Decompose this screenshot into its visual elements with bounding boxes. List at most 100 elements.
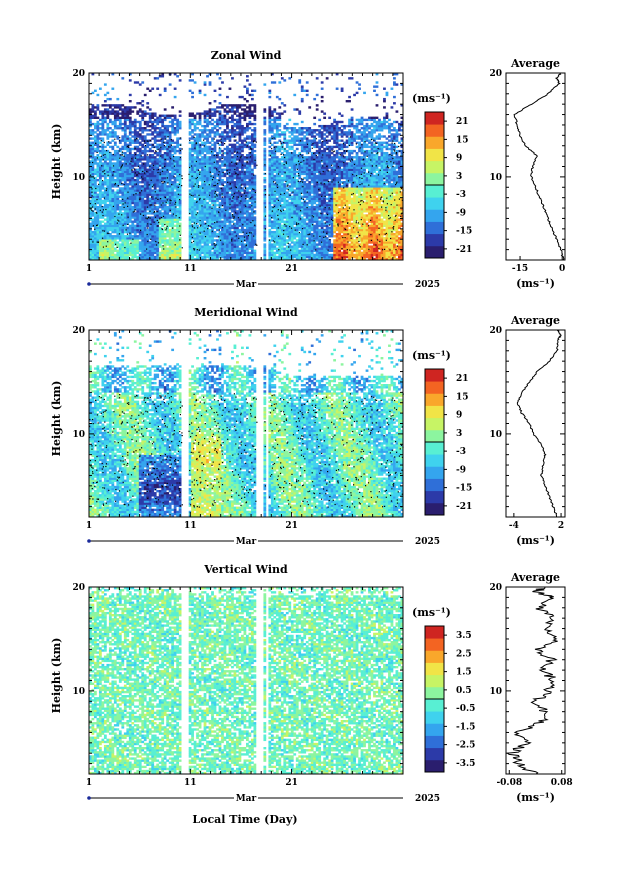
heatmap-cell	[128, 205, 132, 209]
heatmap-cell	[111, 133, 115, 136]
heatmap-cell	[93, 137, 97, 140]
heatmap-cell	[156, 122, 160, 126]
heatmap-cell	[218, 201, 222, 205]
heatmap-cell	[206, 220, 209, 223]
heatmap-cell	[280, 168, 284, 171]
heatmap-cell	[208, 235, 212, 238]
heatmap-cell	[228, 239, 232, 242]
heatmap-cell	[223, 201, 227, 205]
heatmap-cell	[158, 226, 162, 230]
heatmap-cell	[248, 122, 252, 126]
heatmap-cell	[143, 249, 147, 252]
heatmap-cell	[89, 166, 92, 169]
heatmap-cell	[263, 214, 267, 217]
heatmap-cell	[101, 255, 105, 259]
heatmap-cell	[163, 216, 167, 219]
heatmap-cell	[270, 154, 274, 157]
heatmap-cell	[108, 255, 112, 259]
heatmap-cell	[236, 151, 239, 155]
heatmap-cell	[278, 255, 282, 259]
heatmap-cell	[178, 147, 182, 151]
heatmap-cell	[193, 178, 197, 182]
heatmap-cell	[123, 241, 127, 244]
heatmap-cell	[273, 247, 277, 250]
heatmap-cell	[113, 195, 117, 198]
heatmap-cell	[106, 218, 110, 221]
heatmap-cell	[275, 191, 279, 194]
heatmap-cell	[218, 143, 222, 147]
heatmap-cell	[171, 149, 175, 153]
heatmap-cell	[268, 154, 272, 157]
heatmap-cell	[188, 151, 192, 155]
heatmap-cell	[158, 145, 162, 149]
heatmap-cell	[141, 232, 145, 236]
heatmap-cell	[285, 139, 289, 142]
heatmap-cell	[128, 154, 132, 157]
heatmap-cell	[128, 183, 132, 186]
heatmap-cell	[283, 166, 287, 169]
heatmap-cell	[290, 199, 294, 203]
heatmap-cell	[250, 216, 254, 219]
heatmap-cell	[226, 170, 229, 174]
heatmap-cell	[106, 168, 110, 171]
heatmap-cell	[250, 197, 254, 201]
heatmap-cell	[141, 197, 145, 201]
heatmap-cell	[158, 243, 162, 246]
heatmap-cell	[89, 235, 92, 238]
heatmap-cell	[221, 168, 224, 171]
heatmap-cell	[156, 168, 160, 171]
heatmap-cell	[243, 145, 247, 149]
heatmap-cell	[146, 245, 150, 248]
heatmap-cell	[168, 124, 172, 128]
heatmap-cell	[278, 212, 282, 215]
heatmap-cell	[293, 222, 297, 225]
heatmap-cell	[178, 199, 182, 203]
heatmap-cell	[298, 224, 302, 228]
heatmap-cell	[221, 197, 224, 201]
heatmap-cell	[156, 208, 160, 211]
heatmap-cell	[118, 187, 122, 190]
heatmap-cell	[228, 199, 232, 203]
heatmap-cell	[283, 104, 287, 107]
heatmap-cell	[138, 226, 142, 230]
heatmap-cell	[248, 239, 252, 242]
heatmap-cell	[268, 187, 272, 190]
heatmap-cell	[123, 212, 127, 215]
heatmap-cell	[246, 110, 249, 113]
heatmap-cell	[126, 187, 130, 190]
heatmap-cell	[196, 122, 199, 126]
heatmap-cell	[161, 160, 165, 163]
heatmap-cell	[285, 143, 289, 147]
heatmap-cell	[278, 145, 282, 149]
heatmap-cell	[241, 212, 244, 215]
heatmap-cell	[201, 168, 204, 171]
heatmap-cell	[168, 154, 172, 157]
heatmap-cell	[96, 162, 100, 165]
heatmap-cell	[280, 243, 284, 246]
heatmap-cell	[263, 197, 267, 201]
heatmap-cell	[293, 141, 297, 144]
heatmap-cell	[133, 122, 137, 126]
heatmap-cell	[93, 199, 97, 203]
heatmap-cell	[208, 195, 212, 198]
heatmap-cell	[91, 129, 95, 132]
heatmap-cell	[108, 197, 112, 201]
heatmap-cell	[101, 193, 105, 196]
heatmap-cell	[118, 226, 122, 230]
heatmap-cell	[93, 124, 97, 128]
heatmap-cell	[146, 129, 150, 132]
heatmap-cell	[285, 127, 289, 130]
heatmap-cell	[206, 237, 209, 240]
heatmap-cell	[226, 214, 229, 217]
heatmap-cell	[226, 156, 229, 159]
heatmap-cell	[273, 189, 277, 192]
heatmap-cell	[270, 112, 274, 115]
heatmap-cell	[163, 131, 167, 134]
heatmap-cell	[166, 235, 170, 238]
heatmap-cell	[176, 191, 180, 194]
heatmap-cell	[248, 156, 252, 159]
heatmap-cell	[216, 243, 219, 246]
heatmap-cell	[250, 135, 254, 138]
heatmap-cell	[176, 176, 180, 180]
heatmap-cell	[278, 226, 282, 230]
